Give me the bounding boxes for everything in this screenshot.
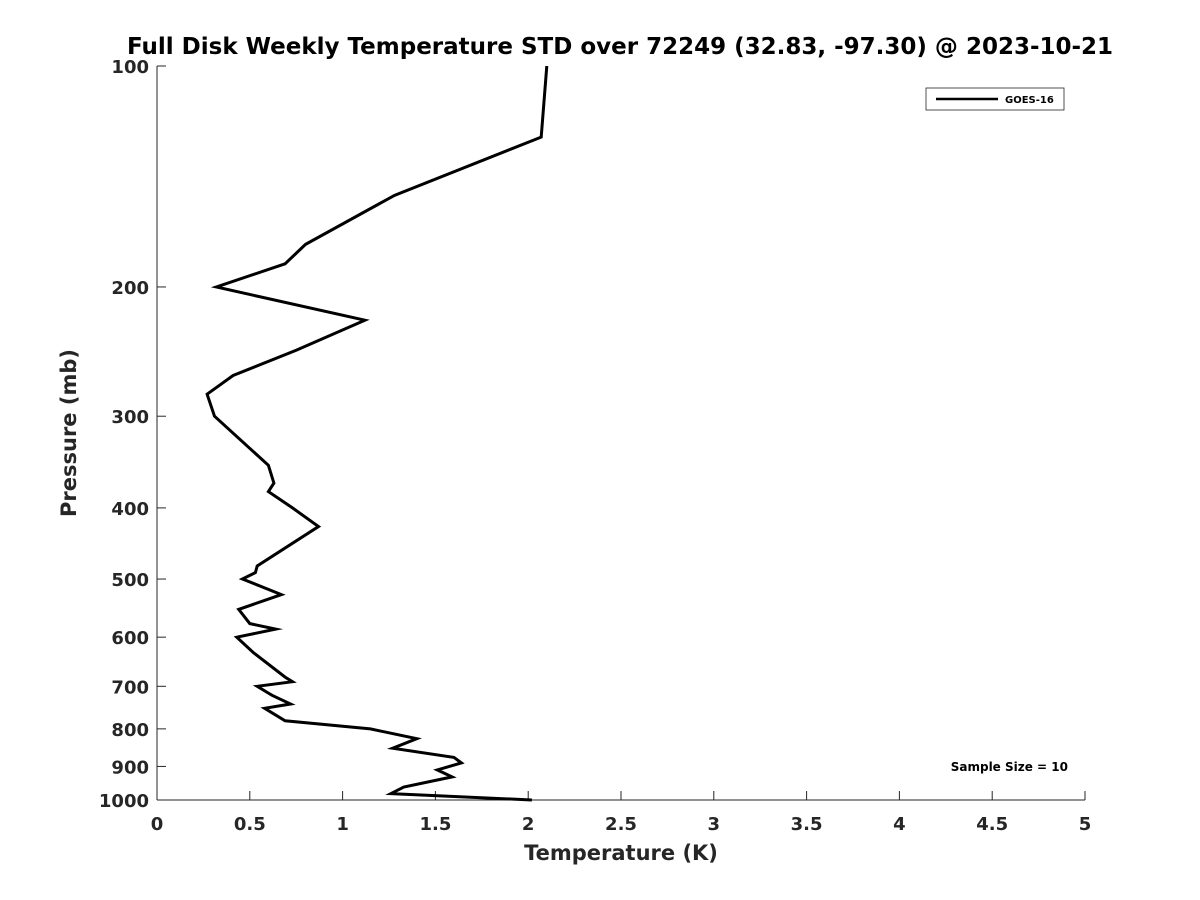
x-axis-ticks: 0 0.5 1 1.5 2 2.5 3 3.5 4 4.5 5 [151,791,1092,835]
x-tick-label: 0 [151,814,164,835]
x-tick-label: 1.5 [419,814,451,835]
series-group [205,65,549,802]
x-tick-label: 1 [336,814,349,835]
y-axis-label: Pressure (mb) [57,349,81,517]
sample-size-annotation: Sample Size = 10 [951,760,1068,774]
y-tick-label: 100 [111,57,149,78]
x-tick-label: 5 [1079,814,1092,835]
chart-title: Full Disk Weekly Temperature STD over 72… [127,34,1113,60]
y-tick-label: 400 [111,499,149,520]
series-line-goes-16 [205,65,549,802]
legend: GOES-16 [925,87,1065,111]
y-tick-label: 1000 [99,791,149,812]
x-tick-label: 0.5 [234,814,266,835]
x-tick-label: 3 [708,814,721,835]
y-tick-label: 800 [111,720,149,741]
x-tick-label: 4.5 [976,814,1008,835]
y-tick-label: 200 [111,278,149,299]
x-tick-label: 2.5 [605,814,637,835]
x-tick-label: 3.5 [791,814,823,835]
y-tick-label: 900 [111,757,149,778]
y-axis-ticks: 100 200 300 400 500 600 700 800 900 1000 [99,57,166,812]
y-tick-label: 700 [111,677,149,698]
x-axis-label: Temperature (K) [524,841,718,865]
legend-label-goes-16: GOES-16 [1005,95,1054,106]
y-tick-label: 500 [111,570,149,591]
y-tick-label: 600 [111,628,149,649]
x-tick-label: 4 [893,814,906,835]
y-tick-label: 300 [111,407,149,428]
x-tick-label: 2 [522,814,535,835]
